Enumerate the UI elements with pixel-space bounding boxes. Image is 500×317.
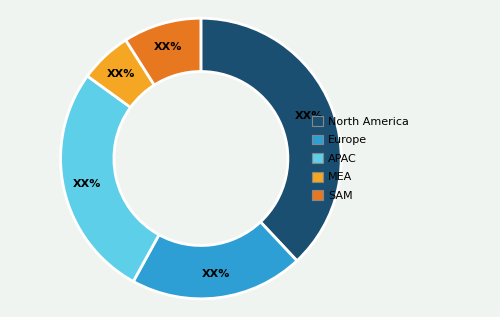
Wedge shape: [88, 40, 154, 107]
Text: XX%: XX%: [73, 179, 102, 189]
Text: XX%: XX%: [295, 111, 324, 121]
Wedge shape: [201, 18, 341, 261]
Text: XX%: XX%: [154, 42, 182, 52]
Text: XX%: XX%: [107, 68, 136, 79]
Legend: North America, Europe, APAC, MEA, SAM: North America, Europe, APAC, MEA, SAM: [306, 110, 414, 207]
Wedge shape: [60, 76, 159, 281]
Text: XX%: XX%: [202, 269, 230, 279]
Wedge shape: [134, 222, 297, 299]
Wedge shape: [126, 18, 201, 85]
